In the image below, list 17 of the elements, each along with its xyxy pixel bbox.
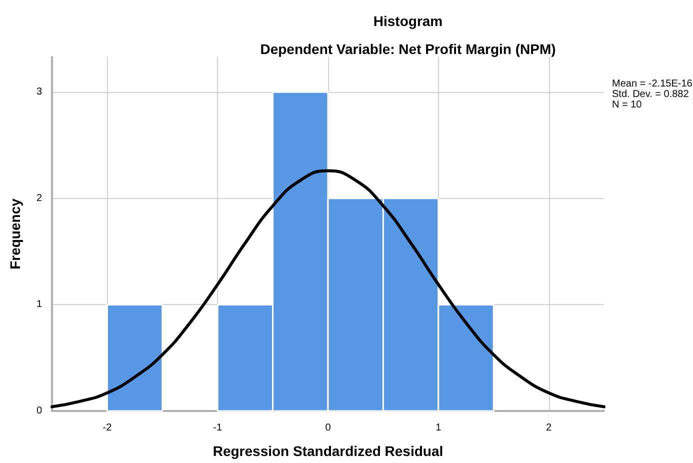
text: Std. Dev. = 0.882: [612, 89, 690, 100]
x-axis-title: Regression Standardized Residual: [212, 443, 444, 459]
y-tick-label: 2: [36, 192, 42, 204]
line-series: [50, 169, 606, 408]
x-tick-label: 0: [325, 422, 332, 434]
y-axis-title: Frequency: [7, 198, 23, 270]
x-tick-label: 1: [436, 422, 442, 434]
chart-title: Histogram: [373, 13, 443, 29]
chart-subtitle: Dependent Variable: Net Profit Margin (NPM): [260, 41, 556, 57]
y-tick-label: 0: [36, 406, 42, 416]
text: N = 10: [612, 100, 642, 110]
x-tick-label: 2: [546, 422, 552, 434]
text: Mean = -2.15E-16: [612, 78, 693, 90]
y-tick-label: 1: [36, 299, 42, 310]
y-tick-label: 3: [36, 86, 42, 98]
x-tick-label: -2: [102, 422, 112, 434]
x-tick-label: -1: [213, 422, 222, 434]
